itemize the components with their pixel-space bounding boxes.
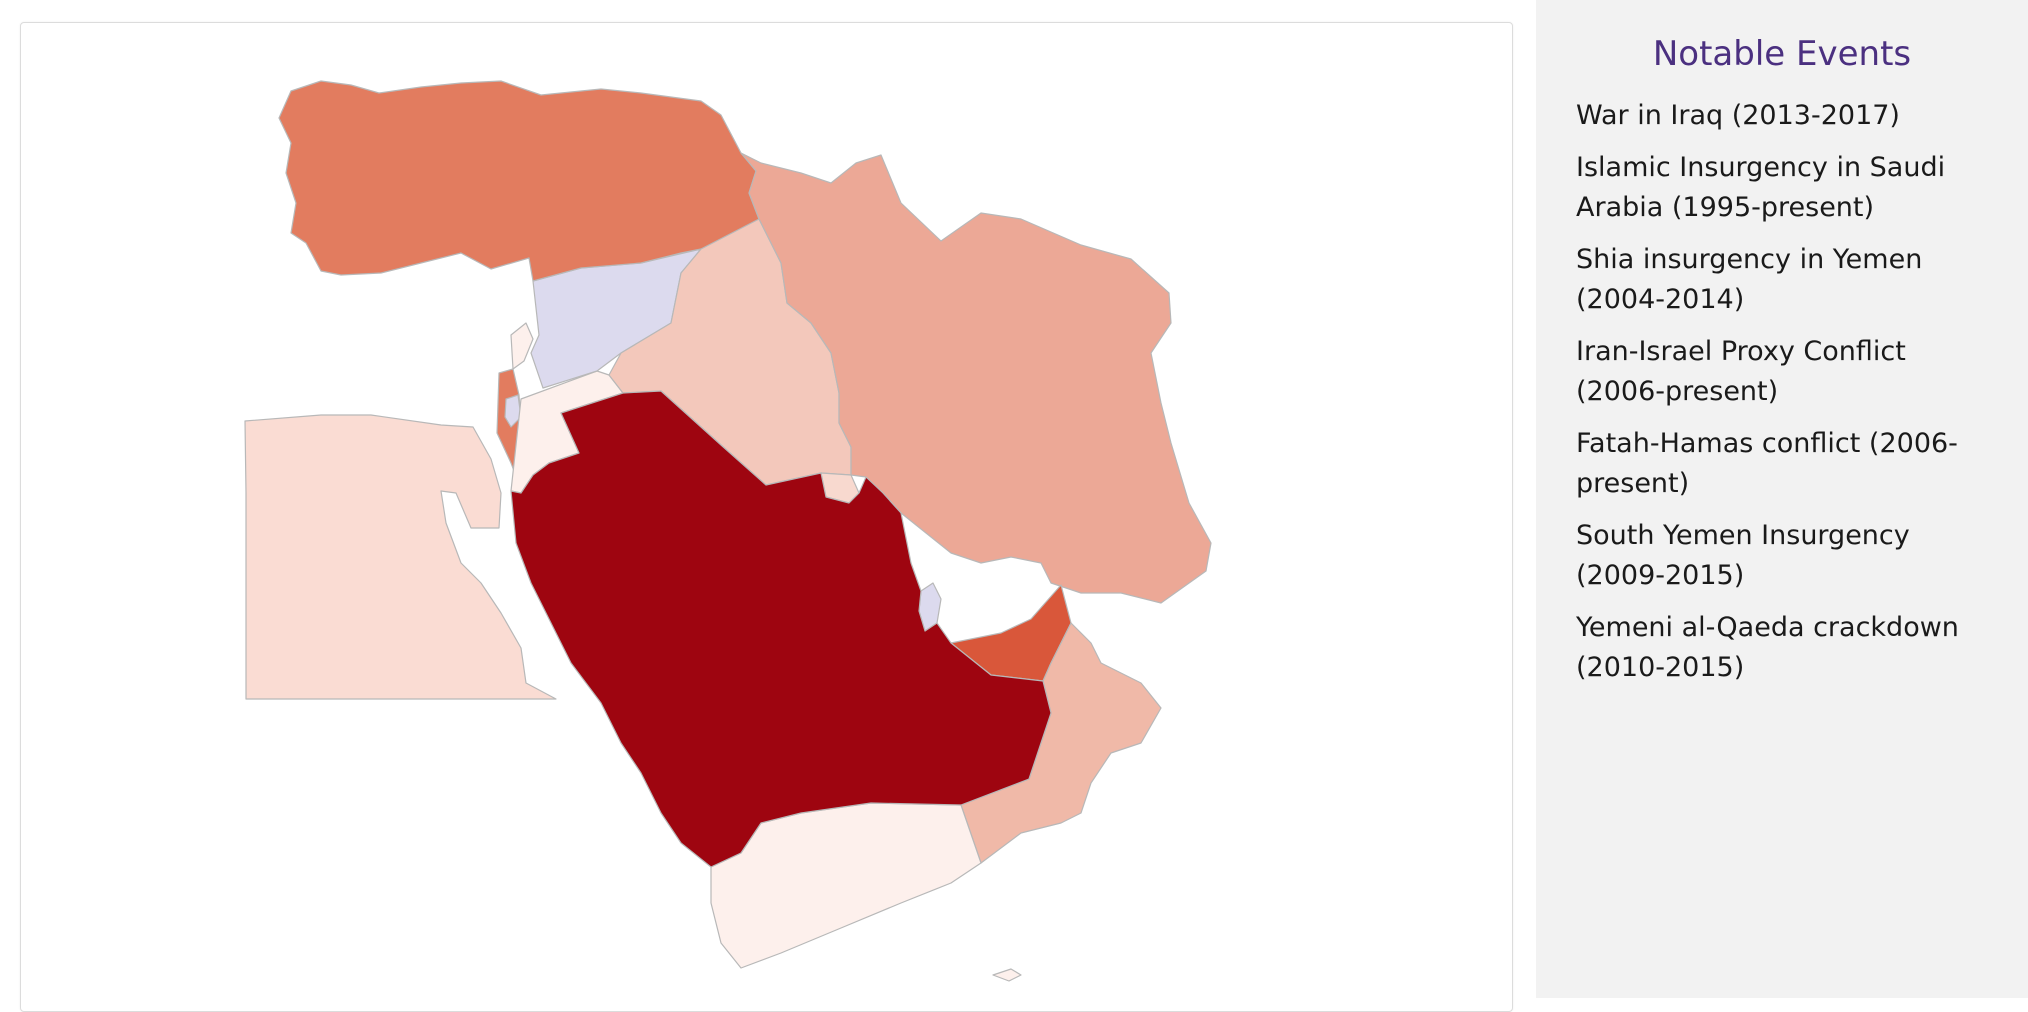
map-panel xyxy=(20,22,1513,1012)
notable-events-sidebar: Notable Events War in Iraq (2013-2017) I… xyxy=(1536,0,2028,998)
event-item-south-yemen[interactable]: South Yemen Insurgency (2009-2015) xyxy=(1576,520,1910,591)
event-item-yemen-shia-insurgency[interactable]: Shia insurgency in Yemen (2004-2014) xyxy=(1576,244,1923,315)
country-saudi-arabia[interactable] xyxy=(510,390,1052,868)
event-item-saudi-insurgency[interactable]: Islamic Insurgency in Saudi Arabia (1995… xyxy=(1576,152,1946,223)
event-item-yemeni-al-qaeda[interactable]: Yemeni al-Qaeda crackdown (2010-2015) xyxy=(1576,612,1959,683)
event-item-fatah-hamas[interactable]: Fatah-Hamas conflict (2006-present) xyxy=(1576,428,1958,499)
sidebar-title: Notable Events xyxy=(1652,34,1912,74)
country-iran[interactable] xyxy=(740,152,1212,604)
country-palestine[interactable] xyxy=(504,394,522,428)
island-socotra[interactable] xyxy=(992,968,1022,982)
event-list: War in Iraq (2013-2017) Islamic Insurgen… xyxy=(1576,96,2008,688)
middle-east-map[interactable] xyxy=(21,23,1514,999)
country-egypt[interactable] xyxy=(244,414,557,700)
country-lebanon[interactable] xyxy=(510,322,534,370)
event-item-war-in-iraq[interactable]: War in Iraq (2013-2017) xyxy=(1576,100,1900,131)
country-turkey[interactable] xyxy=(278,80,762,282)
event-item-iran-israel-proxy[interactable]: Iran-Israel Proxy Conflict (2006-present… xyxy=(1576,336,1906,407)
